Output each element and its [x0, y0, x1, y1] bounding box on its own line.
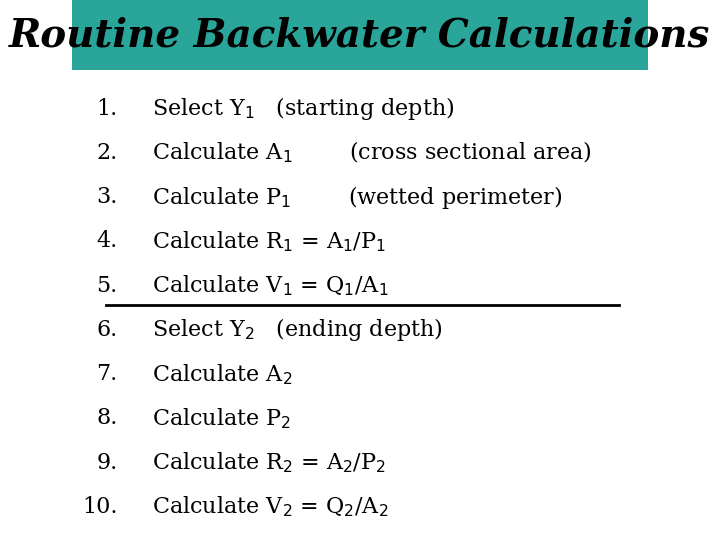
Text: Calculate P$_1$        (wetted perimeter): Calculate P$_1$ (wetted perimeter): [153, 184, 563, 211]
Text: 4.: 4.: [96, 231, 118, 252]
Text: Select Y$_2$   (ending depth): Select Y$_2$ (ending depth): [153, 316, 444, 343]
Text: Calculate R$_2$ = A$_2$/P$_2$: Calculate R$_2$ = A$_2$/P$_2$: [153, 450, 386, 475]
Text: Calculate R$_1$ = A$_1$/P$_1$: Calculate R$_1$ = A$_1$/P$_1$: [153, 229, 386, 254]
Text: Calculate P$_2$: Calculate P$_2$: [153, 406, 292, 431]
Text: 7.: 7.: [96, 363, 118, 385]
Text: 10.: 10.: [82, 496, 118, 518]
Text: Calculate A$_1$        (cross sectional area): Calculate A$_1$ (cross sectional area): [153, 140, 593, 165]
Text: Select Y$_1$   (starting depth): Select Y$_1$ (starting depth): [153, 95, 455, 122]
Text: 2.: 2.: [96, 142, 118, 164]
Text: Routine Backwater Calculations: Routine Backwater Calculations: [9, 16, 711, 54]
Text: 1.: 1.: [96, 98, 118, 119]
FancyBboxPatch shape: [72, 0, 648, 70]
Text: Calculate V$_1$ = Q$_1$/A$_1$: Calculate V$_1$ = Q$_1$/A$_1$: [153, 273, 389, 298]
Text: Calculate V$_2$ = Q$_2$/A$_2$: Calculate V$_2$ = Q$_2$/A$_2$: [153, 495, 389, 519]
Text: 3.: 3.: [96, 186, 118, 208]
Text: 5.: 5.: [96, 275, 118, 296]
Text: Calculate A$_2$: Calculate A$_2$: [153, 362, 293, 387]
Text: 8.: 8.: [96, 408, 118, 429]
Text: 6.: 6.: [96, 319, 118, 341]
Text: 9.: 9.: [96, 452, 118, 474]
